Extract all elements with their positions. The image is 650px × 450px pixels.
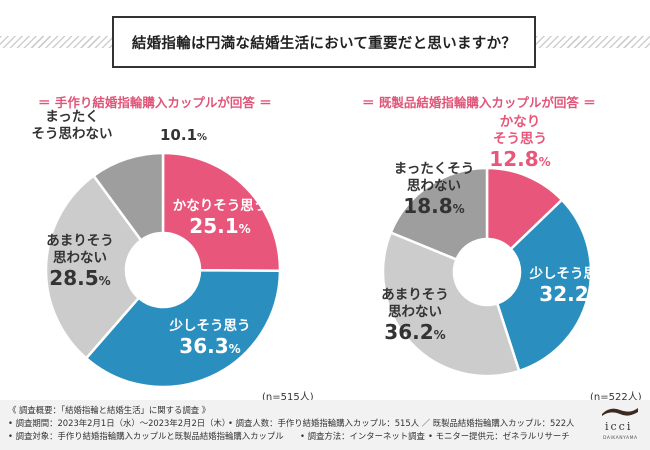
chart2-slice-4-value: 18.8% (403, 194, 464, 218)
svg-text:かなり: かなり (500, 114, 541, 130)
left-chart-subtitle: ＝ 手作り結婚指輪購入カップルが回答 ＝ (38, 95, 272, 110)
chart1-slice-3-value: 28.5% (49, 266, 110, 290)
svg-text:思わない: 思わない (407, 178, 461, 194)
chart1-slice-2-value: 36.3% (179, 334, 240, 358)
chart1-slice-1 (161, 151, 282, 272)
logo-text: icci (605, 420, 633, 433)
chart1-slice-1-value: 25.1% (189, 214, 250, 238)
logo-mark-icon (602, 408, 638, 416)
footer-survey-method: • 調査方法：インターネット調査 (300, 431, 425, 441)
logo-subtext: DAIKANYAMA (603, 436, 638, 441)
chart2-slice-2-value: 32.2% (539, 282, 600, 306)
chart-title: 結婚指輪は円満な結婚生活において重要だと思いますか？ (112, 16, 536, 68)
footer-survey-summary: 《 調査概要：「結婚指輪と結婚生活」に関する調査 》 (8, 405, 211, 415)
title-hatch-left (0, 36, 112, 48)
svg-text:そう思う: そう思う (493, 131, 547, 147)
right-n-label: (n=522人) (590, 392, 642, 403)
svg-text:思わない: 思わない (388, 304, 442, 320)
chart1-slice-4 (91, 151, 165, 242)
footer-survey-count: • 調査人数：手作り結婚指輪購入カップル：515人 ／ 既製品結婚指輪購入カップ… (228, 418, 575, 428)
svg-text:まったく: まったく (45, 109, 98, 125)
footer-monitor-provider: • モニター提供元：ゼネラルリサーチ (428, 431, 570, 441)
svg-text:少しそう思う: 少しそう思う (169, 318, 251, 334)
svg-text:少しそう思う: 少しそう思う (529, 266, 611, 282)
chart2-slice-4 (389, 166, 489, 262)
chart2-slice-3 (381, 230, 521, 378)
title-hatch-right (536, 36, 650, 48)
svg-text:あまりそう: あまりそう (46, 233, 114, 249)
chart2-slice-1-value: 12.8% (489, 147, 550, 171)
chart1-slice-4-value: 10.1% (160, 126, 207, 144)
footer-survey-period: • 調査期間：2023年2月1日（水）〜2023年2月2日（木） (8, 418, 231, 428)
svg-text:かなりそう思う: かなりそう思う (173, 198, 268, 214)
footer-survey-target: • 調査対象：手作り結婚指輪購入カップルと既製品結婚指輪購入カップル (8, 431, 284, 441)
left-n-label: (n=515人) (262, 392, 314, 403)
right-chart-subtitle: ＝ 既製品結婚指輪購入カップルが回答 ＝ (362, 95, 596, 110)
chart2-slice-3-value: 36.2% (384, 320, 445, 344)
svg-text:そう思わない: そう思わない (32, 126, 113, 142)
svg-text:まったくそう: まったくそう (394, 161, 474, 177)
svg-text:あまりそう: あまりそう (381, 287, 449, 303)
chart1-slice-2 (84, 268, 282, 389)
chart1-slice-3 (44, 174, 143, 361)
chart2-slice-2 (495, 198, 593, 373)
survey-footer (0, 400, 650, 450)
svg-text:思わない: 思わない (53, 250, 107, 266)
